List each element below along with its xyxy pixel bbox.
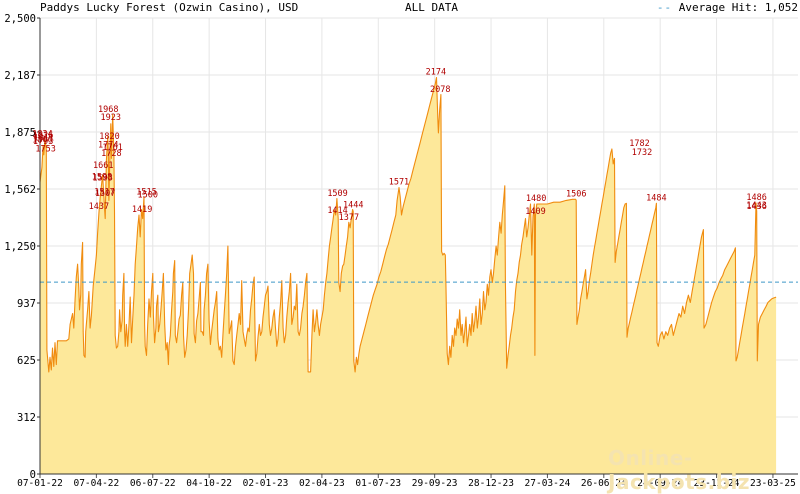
peak-value-label: 1507 xyxy=(95,189,115,199)
peak-value-label: 1923 xyxy=(101,113,121,123)
x-tick-label: 23-12-24 xyxy=(694,478,740,489)
x-tick-label: 06-07-22 xyxy=(130,478,176,489)
x-tick-label: 29-09-23 xyxy=(412,478,458,489)
peak-value-label: 1811 xyxy=(34,134,54,144)
x-tick-label: 01-07-23 xyxy=(355,478,401,489)
peak-value-label: 1774 xyxy=(98,140,118,150)
average-line-swatch: -- xyxy=(656,1,673,14)
peak-value-label: 1515 xyxy=(136,188,156,198)
peak-value-label: 1728 xyxy=(101,149,121,159)
peak-value-label: 1486 xyxy=(746,193,766,203)
y-tick-label: 1,875 xyxy=(4,127,36,139)
axes xyxy=(37,17,798,475)
x-axis-labels: 07-01-22 07-04-22 06-07-22 04-10-22 02-01-23… xyxy=(17,478,796,489)
data-range-label: ALL DATA xyxy=(405,1,458,14)
series-line xyxy=(40,76,777,373)
x-tick-label: 26-06-24 xyxy=(581,478,627,489)
peak-value-label: 1506 xyxy=(566,189,586,199)
peak-value-label: 1593 xyxy=(92,173,112,183)
series-area xyxy=(40,77,777,474)
peak-value-label: 1826 xyxy=(33,131,53,141)
peak-value-label: 1800 xyxy=(32,136,52,146)
peak-value-label: 2078 xyxy=(430,85,450,95)
peak-value-label: 1444 xyxy=(343,201,363,211)
peak-value-label: 1834 xyxy=(32,129,52,139)
y-tick-label: 2,187 xyxy=(4,70,36,82)
peak-value-label: 1598 xyxy=(92,173,112,183)
peak-value-label: 1500 xyxy=(138,190,158,200)
y-tick-label: 1,250 xyxy=(4,241,36,253)
chart-title: Paddys Lucky Forest (Ozwin Casino), USD xyxy=(40,1,299,14)
x-tick-label: 04-10-22 xyxy=(186,478,232,489)
peak-value-label: 1437 xyxy=(89,202,109,212)
y-tick-label: 312 xyxy=(17,412,36,424)
x-tick-label: 23-03-25 xyxy=(750,478,796,489)
y-axis-labels: 0 312 625 937 1,250 1,562 1,875 2,187 2,500 xyxy=(4,13,36,481)
y-tick-label: 1,562 xyxy=(4,184,36,196)
peak-value-label: 1377 xyxy=(339,213,359,223)
x-tick-label: 27-03-24 xyxy=(525,478,571,489)
x-tick-label: 02-04-23 xyxy=(299,478,345,489)
peak-value-label: 1484 xyxy=(646,193,666,203)
peak-value-label: 1782 xyxy=(629,139,649,149)
y-tick-label: 937 xyxy=(17,298,36,310)
peak-value-label: 1968 xyxy=(98,105,118,115)
series-layer xyxy=(40,76,777,474)
average-hit-label: Average Hit: 1,052 xyxy=(678,1,798,14)
peak-value-label: 1419 xyxy=(132,205,152,215)
x-tick-label: 24-09-24 xyxy=(637,478,683,489)
peak-value-label: 1761 xyxy=(102,143,122,153)
peak-value-label: 1820 xyxy=(99,132,119,142)
x-tick-label: 28-12-23 xyxy=(468,478,514,489)
y-tick-label: 625 xyxy=(17,355,36,367)
peak-value-label: 1732 xyxy=(632,148,652,158)
peak-value-label: 1509 xyxy=(327,189,347,199)
peak-value-label: 1436 xyxy=(746,202,766,212)
y-tick-label: 0 xyxy=(30,469,36,481)
x-tick-label: 07-01-22 xyxy=(17,478,63,489)
x-tick-label: 02-01-23 xyxy=(243,478,289,489)
y-tick-label: 2,500 xyxy=(4,13,36,25)
peak-value-label: 2174 xyxy=(426,67,446,77)
peak-value-label: 1571 xyxy=(389,177,409,187)
peak-value-label: 1480 xyxy=(526,194,546,204)
peak-value-label: 1753 xyxy=(35,144,55,154)
average-hit-legend: -- Average Hit: 1,052 xyxy=(657,1,798,14)
peak-value-label: 1414 xyxy=(327,206,347,216)
peak-value-label: 1517 xyxy=(94,187,114,197)
peak-value-label: 1443 xyxy=(746,201,766,211)
peak-value-label: 1793 xyxy=(33,137,53,147)
peak-value-label: 1661 xyxy=(93,161,113,171)
peak-value-label: 1409 xyxy=(525,207,545,217)
x-tick-label: 07-04-22 xyxy=(73,478,119,489)
watermark: Online-Jackpots.biz xyxy=(608,446,751,494)
